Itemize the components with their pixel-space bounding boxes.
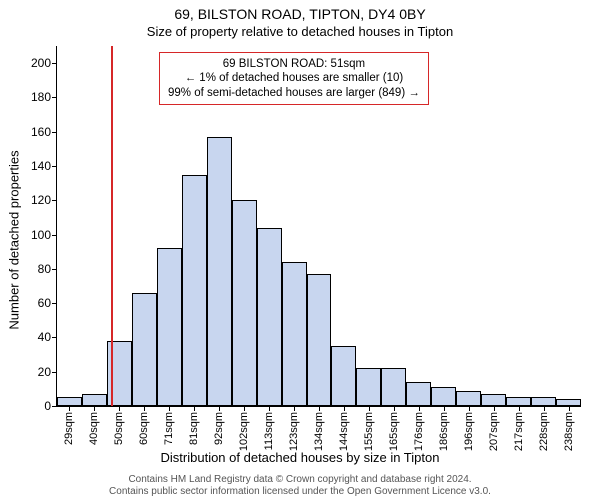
ytick-label: 200 — [31, 56, 51, 70]
histogram-bar — [406, 382, 431, 406]
histogram-bar — [531, 397, 556, 406]
xtick-label: 50sqm — [113, 412, 125, 445]
histogram-bar — [456, 391, 481, 406]
xtick-label: 196sqm — [463, 412, 475, 451]
xtick-mark — [269, 406, 270, 411]
x-axis-label: Distribution of detached houses by size … — [0, 450, 600, 465]
xtick-label: 134sqm — [313, 412, 325, 451]
xtick-mark — [519, 406, 520, 411]
xtick-label: 217sqm — [513, 412, 525, 451]
xtick-label: 176sqm — [413, 412, 425, 451]
histogram-bar — [132, 293, 157, 406]
page-title: 69, BILSTON ROAD, TIPTON, DY4 0BY — [0, 6, 600, 22]
ytick-label: 60 — [38, 296, 51, 310]
ytick-label: 180 — [31, 90, 51, 104]
xtick-mark — [219, 406, 220, 411]
ytick-label: 20 — [38, 365, 51, 379]
footer-attribution: Contains HM Land Registry data © Crown c… — [0, 474, 600, 498]
ytick-label: 0 — [44, 399, 51, 413]
histogram-bar — [556, 399, 581, 406]
histogram-bar — [257, 228, 282, 406]
ytick-label: 140 — [31, 159, 51, 173]
histogram-bar — [207, 137, 232, 406]
footer-line-2: Contains public sector information licen… — [0, 486, 600, 498]
xtick-label: 40sqm — [88, 412, 100, 445]
callout-line: 69 BILSTON ROAD: 51sqm — [168, 57, 420, 71]
histogram-bar — [331, 346, 356, 406]
xtick-label: 92sqm — [213, 412, 225, 445]
xtick-mark — [544, 406, 545, 411]
xtick-mark — [294, 406, 295, 411]
ytick-mark — [52, 269, 57, 270]
xtick-label: 165sqm — [388, 412, 400, 451]
ytick-label: 40 — [38, 330, 51, 344]
ytick-mark — [52, 303, 57, 304]
ytick-label: 80 — [38, 262, 51, 276]
xtick-label: 71sqm — [163, 412, 175, 445]
xtick-mark — [194, 406, 195, 411]
ytick-mark — [52, 372, 57, 373]
xtick-mark — [69, 406, 70, 411]
xtick-mark — [469, 406, 470, 411]
xtick-label: 155sqm — [363, 412, 375, 451]
ytick-mark — [52, 166, 57, 167]
xtick-mark — [94, 406, 95, 411]
xtick-mark — [494, 406, 495, 411]
xtick-label: 60sqm — [138, 412, 150, 445]
histogram-bar — [57, 397, 82, 406]
xtick-mark — [319, 406, 320, 411]
xtick-label: 29sqm — [63, 412, 75, 445]
ytick-label: 100 — [31, 228, 51, 242]
xtick-mark — [119, 406, 120, 411]
ytick-mark — [52, 337, 57, 338]
xtick-mark — [169, 406, 170, 411]
ytick-mark — [52, 406, 57, 407]
ytick-mark — [52, 63, 57, 64]
histogram-bar — [431, 387, 456, 406]
xtick-label: 81sqm — [188, 412, 200, 445]
xtick-label: 102sqm — [238, 412, 250, 451]
histogram-plot: 02040608010012014016018020029sqm40sqm50s… — [56, 46, 581, 407]
xtick-label: 144sqm — [338, 412, 350, 451]
ytick-mark — [52, 200, 57, 201]
xtick-label: 238sqm — [563, 412, 575, 451]
xtick-mark — [419, 406, 420, 411]
ytick-label: 160 — [31, 125, 51, 139]
xtick-label: 113sqm — [263, 412, 275, 450]
histogram-bar — [282, 262, 307, 406]
xtick-label: 186sqm — [438, 412, 450, 451]
ytick-mark — [52, 132, 57, 133]
xtick-mark — [344, 406, 345, 411]
histogram-bar — [506, 397, 531, 406]
histogram-bar — [82, 394, 107, 406]
xtick-label: 228sqm — [538, 412, 550, 451]
histogram-bar — [182, 175, 207, 406]
ytick-mark — [52, 97, 57, 98]
y-axis-label: Number of detached properties — [7, 150, 22, 329]
histogram-bar — [356, 368, 381, 406]
footer-line-1: Contains HM Land Registry data © Crown c… — [0, 474, 600, 486]
histogram-bar — [307, 274, 332, 406]
ytick-label: 120 — [31, 193, 51, 207]
callout-line: 99% of semi-detached houses are larger (… — [168, 86, 420, 100]
histogram-bar — [157, 248, 182, 406]
histogram-bar — [481, 394, 506, 406]
xtick-mark — [369, 406, 370, 411]
xtick-mark — [444, 406, 445, 411]
histogram-bar — [381, 368, 406, 406]
xtick-label: 207sqm — [488, 412, 500, 451]
subtitle: Size of property relative to detached ho… — [0, 24, 600, 39]
histogram-bar — [232, 200, 257, 406]
xtick-label: 123sqm — [288, 412, 300, 451]
xtick-mark — [144, 406, 145, 411]
xtick-mark — [244, 406, 245, 411]
marker-line — [111, 46, 113, 406]
xtick-mark — [394, 406, 395, 411]
callout-box: 69 BILSTON ROAD: 51sqm← 1% of detached h… — [159, 52, 429, 105]
callout-line: ← 1% of detached houses are smaller (10) — [168, 71, 420, 85]
xtick-mark — [569, 406, 570, 411]
ytick-mark — [52, 235, 57, 236]
